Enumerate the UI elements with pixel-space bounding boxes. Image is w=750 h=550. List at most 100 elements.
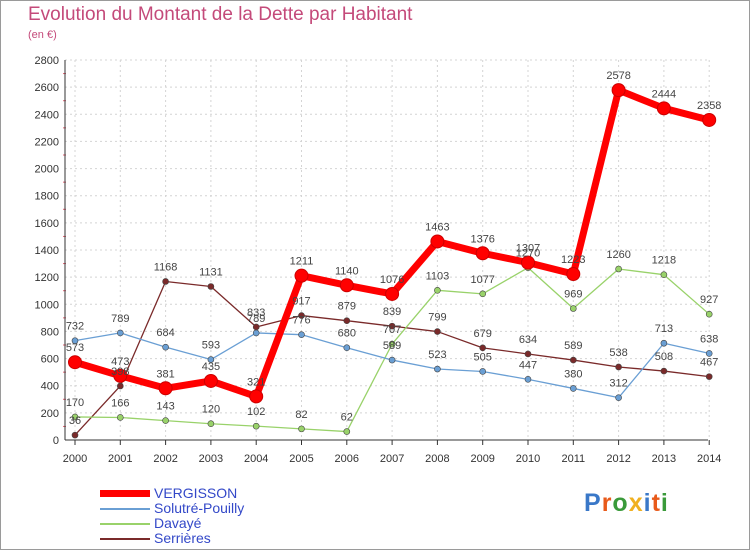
data-point xyxy=(207,283,215,290)
y-tick-label: 1000 xyxy=(35,299,59,311)
legend-label: VERGISSON xyxy=(154,485,238,501)
legend-item: Davayé xyxy=(100,516,244,531)
data-label: 969 xyxy=(564,288,582,300)
y-tick-label: 2400 xyxy=(35,109,59,121)
data-label: 1211 xyxy=(290,256,314,268)
data-point xyxy=(615,363,622,371)
legend-label: Solutré-Pouilly xyxy=(154,500,245,516)
data-point xyxy=(705,310,713,318)
x-tick-label: 2002 xyxy=(153,453,177,465)
data-label: 170 xyxy=(66,397,84,409)
data-point xyxy=(434,365,441,373)
data-label: 1270 xyxy=(516,248,540,260)
legend-swatch xyxy=(100,522,150,525)
x-tick-label: 2004 xyxy=(244,453,268,465)
data-label: 2578 xyxy=(606,70,630,82)
data-point xyxy=(521,255,535,270)
data-label: 467 xyxy=(700,357,718,369)
y-tick-label: 1800 xyxy=(35,191,59,203)
data-point xyxy=(705,350,713,357)
y-tick-label: 0 xyxy=(53,435,59,447)
data-point xyxy=(68,355,82,370)
data-label: 1218 xyxy=(652,255,676,267)
logo-letter: i xyxy=(660,489,669,517)
data-point xyxy=(656,101,671,116)
data-point xyxy=(479,344,487,352)
data-label: 638 xyxy=(700,333,718,345)
data-point xyxy=(524,350,532,358)
data-label: 833 xyxy=(247,307,265,319)
data-point xyxy=(705,373,713,380)
data-point xyxy=(339,278,354,293)
data-label: 143 xyxy=(156,401,174,413)
y-tick-label: 1400 xyxy=(35,245,59,257)
data-label: 523 xyxy=(428,349,446,361)
data-point xyxy=(388,356,396,364)
data-label: 380 xyxy=(564,368,582,380)
data-point xyxy=(158,381,173,396)
data-point xyxy=(343,344,351,352)
proxiti-logo: Proxiti xyxy=(584,489,669,518)
y-tick-label: 200 xyxy=(41,408,59,420)
data-label: 680 xyxy=(338,328,356,340)
legend-swatch xyxy=(100,537,150,540)
chart-title: Evolution du Montant de la Dette par Hab… xyxy=(28,4,413,25)
data-point xyxy=(298,331,305,338)
x-tick-label: 2007 xyxy=(380,453,404,465)
data-point xyxy=(252,329,260,337)
data-point xyxy=(162,417,169,424)
data-point xyxy=(660,339,668,347)
y-tick-label: 400 xyxy=(41,381,59,393)
data-point xyxy=(207,420,215,428)
y-tick-label: 1200 xyxy=(35,272,59,284)
data-label: 732 xyxy=(66,321,84,333)
chart-legend: VERGISSON Solutré-Pouilly Davayé Serrières xyxy=(100,486,244,546)
data-point xyxy=(252,422,260,430)
data-point xyxy=(615,394,622,401)
logo-letter: x xyxy=(628,489,644,517)
legend-swatch xyxy=(100,490,150,497)
data-label: 1260 xyxy=(606,249,630,261)
x-tick-label: 2014 xyxy=(697,453,721,465)
data-label: 538 xyxy=(609,347,627,359)
y-tick-label: 2600 xyxy=(35,82,59,94)
data-point xyxy=(702,112,717,127)
data-label: 435 xyxy=(202,361,220,373)
x-tick-label: 2009 xyxy=(470,453,494,465)
data-label: 679 xyxy=(474,328,492,340)
data-point xyxy=(207,356,215,363)
data-point xyxy=(479,290,487,298)
data-point xyxy=(71,337,79,344)
data-label: 573 xyxy=(66,342,84,354)
x-tick-label: 2003 xyxy=(199,453,223,465)
data-point xyxy=(430,234,445,249)
logo-letter: r xyxy=(601,489,613,517)
data-point xyxy=(388,340,396,348)
data-label: 1077 xyxy=(470,274,494,286)
data-label: 927 xyxy=(700,294,718,306)
data-point xyxy=(343,317,351,325)
x-tick-label: 2010 xyxy=(516,453,540,465)
data-point xyxy=(298,312,305,319)
data-point xyxy=(298,425,305,433)
y-tick-label: 800 xyxy=(41,326,59,338)
data-label: 589 xyxy=(383,340,401,352)
data-point xyxy=(162,278,169,285)
data-point xyxy=(117,329,124,337)
data-point xyxy=(388,322,396,330)
data-label: 1307 xyxy=(516,243,540,255)
legend-swatch xyxy=(100,507,150,510)
data-label: 1223 xyxy=(561,254,585,266)
data-point xyxy=(611,83,626,98)
data-label: 707 xyxy=(383,324,401,336)
data-label: 312 xyxy=(609,378,627,390)
data-label: 505 xyxy=(474,351,492,363)
data-point xyxy=(385,286,400,301)
data-point xyxy=(249,389,264,404)
data-point xyxy=(569,356,577,364)
x-tick-label: 2013 xyxy=(652,453,676,465)
data-point xyxy=(660,367,668,375)
data-label: 684 xyxy=(156,327,174,339)
data-label: 2358 xyxy=(697,100,721,112)
